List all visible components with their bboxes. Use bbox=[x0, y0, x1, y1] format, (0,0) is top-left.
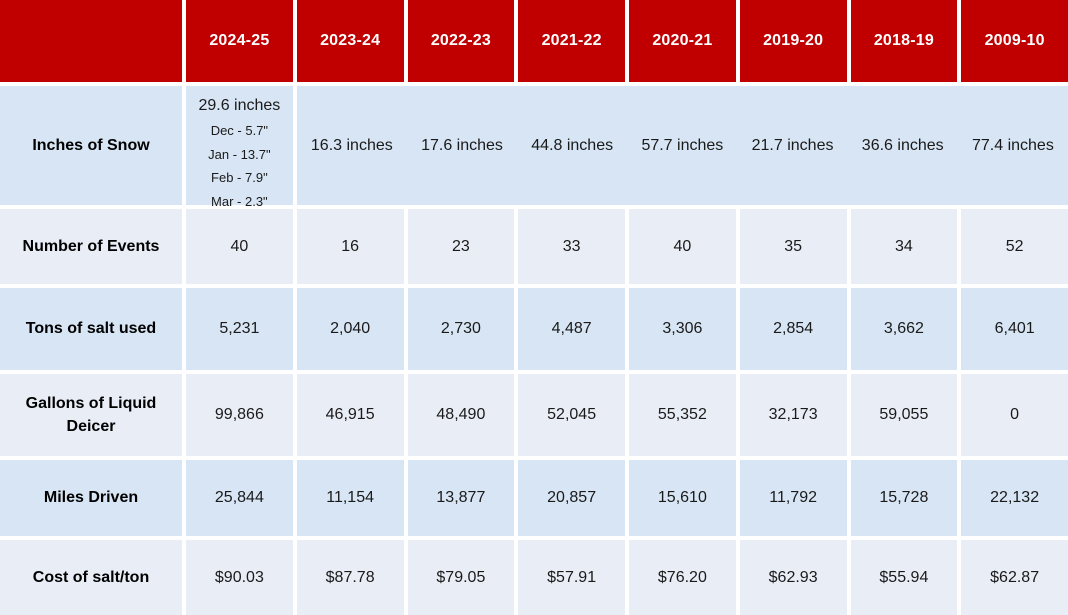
year-header-2020-21: 2020-21 bbox=[629, 0, 736, 82]
year-header-2024-25: 2024-25 bbox=[186, 0, 293, 82]
year-header-2018-19: 2018-19 bbox=[850, 0, 958, 82]
cell-miles-2021-22: 20,857 bbox=[518, 460, 625, 536]
cell-cost-2009-10: $62.87 bbox=[961, 540, 1068, 615]
cell-snow-2023-24: 16.3 inches bbox=[310, 136, 393, 154]
cell-deicer-2024-25: 99,866 bbox=[186, 374, 293, 456]
cell-salt-2018-19: 3,662 bbox=[850, 288, 958, 370]
table-corner-cell bbox=[0, 0, 182, 82]
cell-snow-2024-25: 29.6 inches Dec - 5.7" Jan - 13.7" Feb -… bbox=[186, 86, 293, 209]
cell-miles-2020-21: 15,610 bbox=[629, 460, 736, 536]
cell-snow-2009-10: 77.4 inches bbox=[971, 136, 1054, 154]
cell-events-2022-23: 23 bbox=[407, 209, 515, 284]
cell-miles-2024-25: 25,844 bbox=[186, 460, 293, 536]
cell-events-2021-22: 33 bbox=[518, 209, 625, 284]
cell-salt-2019-20: 2,854 bbox=[739, 288, 847, 370]
year-header-2023-24: 2023-24 bbox=[296, 0, 404, 82]
cell-cost-2018-19: $55.94 bbox=[850, 540, 958, 615]
cell-snow-2020-21: 57.7 inches bbox=[641, 136, 724, 154]
row-label-inches-of-snow: Inches of Snow bbox=[0, 86, 182, 205]
year-header-2019-20: 2019-20 bbox=[739, 0, 847, 82]
cell-deicer-2020-21: 55,352 bbox=[629, 374, 736, 456]
cell-miles-2022-23: 13,877 bbox=[407, 460, 515, 536]
cell-miles-2023-24: 11,154 bbox=[296, 460, 404, 536]
cell-events-2023-24: 16 bbox=[296, 209, 404, 284]
cell-salt-2020-21: 3,306 bbox=[629, 288, 736, 370]
cell-salt-2024-25: 5,231 bbox=[186, 288, 293, 370]
snow-month-dec: Dec - 5.7" bbox=[210, 123, 269, 138]
cell-miles-2019-20: 11,792 bbox=[739, 460, 847, 536]
year-header-2009-10: 2009-10 bbox=[961, 0, 1068, 82]
snow-season-total: 29.6 inches bbox=[198, 97, 281, 114]
cell-snow-2021-22: 44.8 inches bbox=[531, 136, 614, 154]
snow-month-feb: Feb - 7.9" bbox=[211, 170, 268, 185]
cell-cost-2024-25: $90.03 bbox=[186, 540, 293, 615]
snow-month-mar: Mar - 2.3" bbox=[211, 193, 268, 209]
cell-miles-2018-19: 15,728 bbox=[850, 460, 958, 536]
cell-deicer-2021-22: 52,045 bbox=[518, 374, 625, 456]
cell-cost-2020-21: $76.20 bbox=[629, 540, 736, 615]
cell-snow-2022-23: 17.6 inches bbox=[421, 136, 503, 154]
cell-deicer-2019-20: 32,173 bbox=[739, 374, 847, 456]
cell-events-2020-21: 40 bbox=[629, 209, 736, 284]
row-label-miles-driven: Miles Driven bbox=[0, 460, 182, 536]
cell-salt-2023-24: 2,040 bbox=[296, 288, 404, 370]
row-label-number-of-events: Number of Events bbox=[0, 209, 182, 284]
cell-salt-2022-23: 2,730 bbox=[407, 288, 515, 370]
cell-snow-2019-20: 21.7 inches bbox=[751, 136, 834, 154]
cell-salt-2021-22: 4,487 bbox=[518, 288, 625, 370]
cell-deicer-2022-23: 48,490 bbox=[407, 374, 515, 456]
snow-month-jan: Jan - 13.7" bbox=[208, 146, 271, 162]
cell-snow-2018-19: 36.6 inches bbox=[861, 136, 944, 154]
row-label-cost-of-salt: Cost of salt/ton bbox=[0, 540, 182, 615]
cell-events-2009-10: 52 bbox=[961, 209, 1068, 284]
cell-events-2024-25: 40 bbox=[186, 209, 293, 284]
snow-history-band: 16.3 inches 17.6 inches 44.8 inches 57.7… bbox=[296, 86, 1068, 205]
cell-salt-2009-10: 6,401 bbox=[961, 288, 1068, 370]
cell-events-2018-19: 34 bbox=[850, 209, 958, 284]
year-header-2022-23: 2022-23 bbox=[407, 0, 515, 82]
cell-cost-2021-22: $57.91 bbox=[518, 540, 625, 615]
cell-cost-2023-24: $87.78 bbox=[296, 540, 404, 615]
cell-deicer-2009-10: 0 bbox=[961, 374, 1068, 456]
row-label-gallons-of-deicer: Gallons of Liquid Deicer bbox=[0, 374, 182, 456]
cell-deicer-2023-24: 46,915 bbox=[296, 374, 404, 456]
year-header-2021-22: 2021-22 bbox=[518, 0, 625, 82]
cell-events-2019-20: 35 bbox=[739, 209, 847, 284]
cell-miles-2009-10: 22,132 bbox=[961, 460, 1068, 536]
cell-deicer-2018-19: 59,055 bbox=[850, 374, 958, 456]
row-label-tons-of-salt: Tons of salt used bbox=[0, 288, 182, 370]
cell-cost-2019-20: $62.93 bbox=[739, 540, 847, 615]
cell-cost-2022-23: $79.05 bbox=[407, 540, 515, 615]
